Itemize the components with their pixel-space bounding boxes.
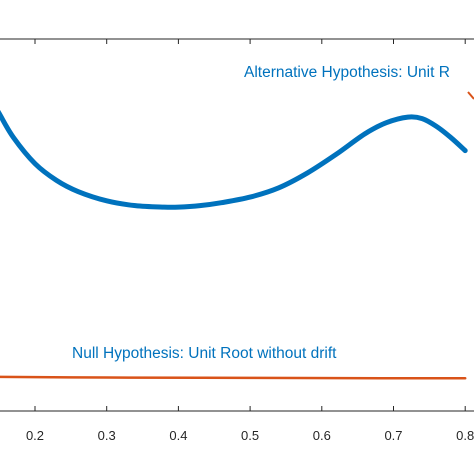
x-tick-label: 0.8 — [456, 428, 474, 443]
x-tick-label: 0.4 — [169, 428, 187, 443]
x-tick-label: 0.5 — [241, 428, 259, 443]
x-tick-label: 0.6 — [313, 428, 331, 443]
series-layer — [0, 91, 474, 380]
axes — [0, 38, 474, 412]
x-tick-label: 0.3 — [98, 428, 116, 443]
null-hypothesis-line — [0, 375, 467, 380]
alternative-hypothesis-line — [0, 109, 468, 210]
annotation-alternative: Alternative Hypothesis: Unit R — [244, 64, 450, 81]
annotation-null: Null Hypothesis: Unit Root without drift — [72, 345, 337, 362]
partial-series-marker — [467, 91, 474, 100]
x-tick-label: 0.7 — [384, 428, 402, 443]
x-tick-label: 0.2 — [26, 428, 44, 443]
label-layer: 0.2 0.3 0.4 0.5 0.6 0.7 0.8 Alternative Hypothe… — [26, 64, 474, 443]
